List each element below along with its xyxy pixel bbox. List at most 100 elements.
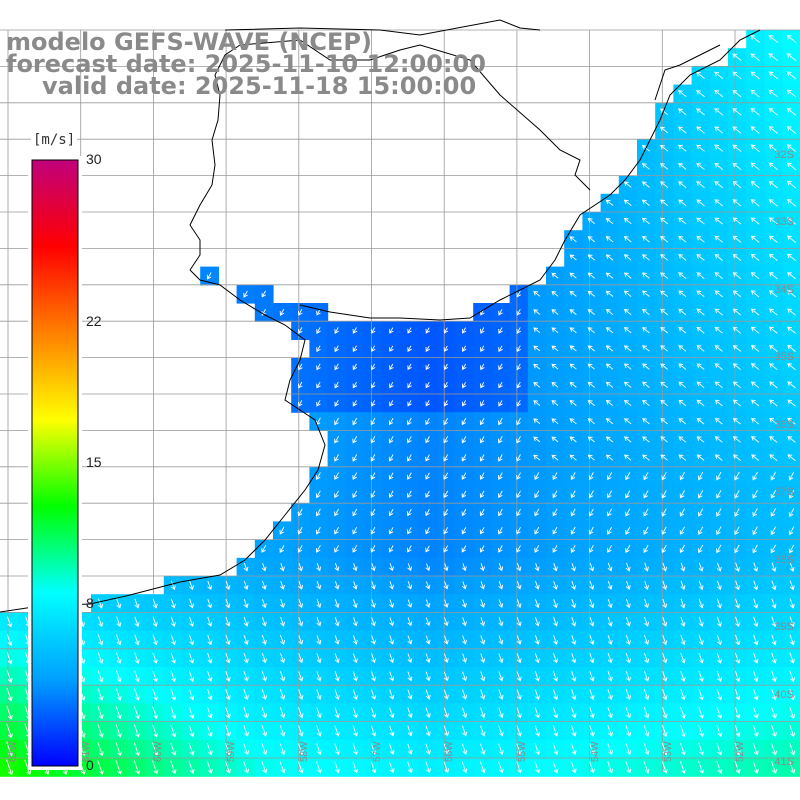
wind-arrow (479, 761, 486, 774)
wind-arrow (334, 435, 339, 444)
wind-arrow (298, 635, 304, 645)
wind-arrow (714, 345, 723, 352)
wind-arrow (461, 436, 467, 444)
wind-arrow (789, 562, 795, 572)
wind-arrow (569, 381, 577, 388)
wind-arrow (316, 563, 322, 572)
wind-arrow (696, 235, 705, 243)
wind-arrow (587, 290, 595, 297)
wind-arrow (480, 599, 486, 608)
wind-arrow (443, 527, 449, 535)
wind-arrow (786, 199, 797, 207)
wind-arrow (225, 706, 231, 719)
wind-arrow (480, 725, 486, 737)
wind-arrow (678, 217, 687, 225)
wind-arrow (407, 345, 412, 352)
wind-arrow (680, 598, 686, 609)
wind-arrow (771, 580, 777, 591)
wind-arrow (644, 562, 649, 572)
wind-arrow (389, 617, 395, 627)
wind-arrow (334, 599, 340, 609)
wind-arrow (352, 454, 358, 462)
wind-arrow (769, 381, 778, 389)
wind-arrow (498, 671, 504, 682)
wind-arrow (551, 272, 559, 279)
wind-arrow (696, 417, 705, 425)
wind-arrow (786, 126, 797, 134)
wind-arrow (389, 689, 395, 700)
wind-arrow (678, 381, 687, 389)
wind-arrow (734, 544, 740, 554)
wind-arrow (625, 616, 631, 627)
wind-arrow (116, 652, 122, 664)
wind-arrow (534, 526, 540, 535)
wind-arrow (770, 544, 777, 554)
wind-arrow (714, 162, 724, 170)
wind-arrow (389, 345, 394, 352)
wind-arrow (698, 761, 705, 774)
wind-arrow (170, 706, 177, 719)
wind-arrow (407, 545, 412, 553)
wind-arrow (352, 599, 358, 609)
wind-arrow (716, 490, 722, 499)
wind-arrow (261, 671, 267, 682)
coastline-lagoa (654, 44, 721, 101)
wind-arrow (261, 761, 268, 774)
latitude-label: 39S (774, 621, 794, 634)
wind-arrow (407, 563, 413, 572)
field-cell (782, 284, 800, 304)
wind-arrow (551, 381, 559, 388)
wind-arrow (315, 508, 321, 517)
wind-arrow (461, 563, 467, 572)
wind-arrow (732, 162, 742, 171)
wind-arrow (516, 490, 521, 499)
wind-arrow (607, 472, 613, 481)
wind-arrow (625, 671, 631, 682)
wind-arrow (243, 562, 249, 572)
wind-arrow (750, 199, 760, 207)
wind-arrow (787, 399, 796, 407)
wind-arrow (678, 235, 687, 243)
wind-arrow (352, 689, 358, 700)
wind-arrow (479, 508, 485, 517)
wind-arrow (370, 490, 376, 499)
wind-arrow (189, 598, 194, 609)
wind-arrow (551, 345, 559, 352)
wind-arrow (660, 290, 669, 298)
wind-arrow (352, 545, 358, 553)
wind-arrow (768, 35, 779, 43)
wind-arrow (660, 418, 668, 425)
wind-arrow (6, 652, 13, 665)
wind-arrow (769, 399, 778, 407)
wind-arrow (388, 761, 395, 774)
wind-arrow (315, 472, 321, 481)
wind-arrow (534, 761, 541, 774)
wind-arrow (660, 399, 668, 407)
wind-arrow (589, 671, 595, 682)
wind-arrow (551, 309, 559, 315)
wind-arrow (443, 345, 449, 352)
wind-arrow (498, 707, 504, 719)
wind-arrow (732, 345, 742, 352)
wind-arrow (696, 381, 705, 389)
wind-arrow (551, 400, 559, 406)
wind-arrow (261, 580, 267, 590)
wind-arrow (751, 454, 760, 461)
wind-arrow (534, 707, 541, 719)
wind-arrow (170, 670, 177, 683)
wind-arrow (714, 89, 724, 98)
wind-arrow (534, 508, 540, 517)
wind-arrow (552, 545, 558, 553)
wind-arrow (352, 490, 358, 499)
field-cell (782, 394, 800, 413)
wind-arrow (679, 490, 685, 499)
wind-arrow (407, 653, 413, 664)
wind-arrow (443, 671, 449, 682)
wind-arrow (261, 707, 268, 719)
wind-arrow (407, 454, 412, 462)
wind-arrow (768, 126, 778, 134)
wind-arrow (714, 399, 723, 407)
wind-arrow (206, 742, 213, 756)
field-cell (782, 448, 800, 468)
wind-arrow (625, 562, 631, 572)
